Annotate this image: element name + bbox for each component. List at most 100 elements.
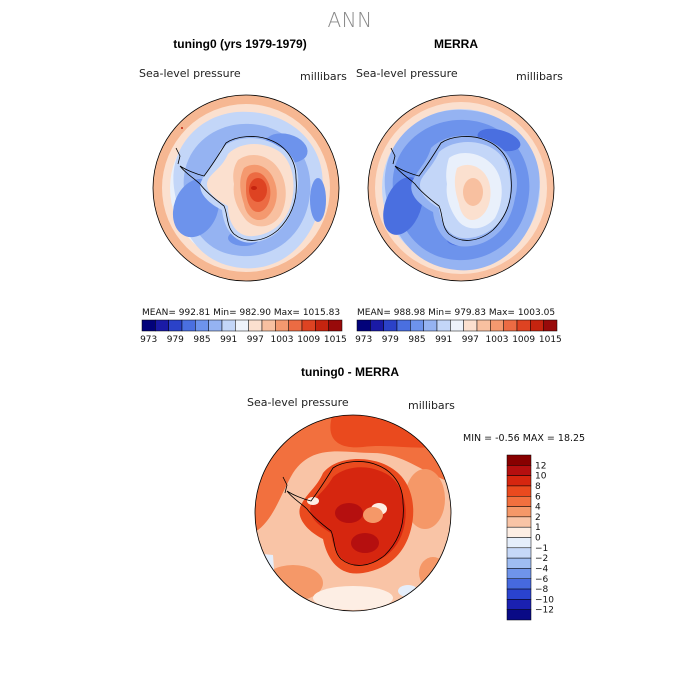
panel-2-colorbar-tick-label: 1003	[486, 335, 509, 345]
diff-colorbar-swatch	[506, 454, 532, 466]
panel-1-colorbar-swatch	[328, 319, 343, 332]
panel-2-variable: Sea-level pressure	[356, 67, 458, 80]
panel-1-colorbar-tick-label: 991	[220, 335, 237, 345]
panel-1-colorbar-swatch	[301, 319, 316, 332]
panel-2-colorbar-swatch	[490, 319, 504, 332]
diff-colorbar-swatch	[506, 578, 532, 590]
panel-1-colorbar-swatch	[208, 319, 223, 332]
diff-colorbar-tick-label: −4	[535, 564, 549, 574]
panel-2-boundary	[367, 94, 555, 282]
diff-map	[254, 414, 452, 612]
panel-1-colorbar-swatch	[315, 319, 329, 332]
diff-colorbar-swatch	[506, 485, 532, 497]
panel-1-colorbar-swatch	[235, 319, 249, 332]
panel-1-title: tuning0 (yrs 1979-1979)	[173, 37, 307, 51]
panel-1-colorbar-tick-label: 1003	[271, 335, 294, 345]
panel-1-colorbar-tick-label: 1009	[297, 335, 320, 345]
diff-colorbar-tick-label: 4	[535, 503, 541, 513]
panel-1-colorbar-swatch	[288, 319, 303, 332]
diff-colorbar-tick-label: 0	[535, 534, 541, 544]
panel-2-colorbar-tick-label: 1009	[512, 335, 535, 345]
diff-colorbar-tick-label: −6	[535, 575, 549, 585]
panel-2-colorbar-swatch	[396, 319, 411, 332]
panel-1-variable: Sea-level pressure	[139, 67, 241, 80]
panel-2-colorbar-tick-label: 1015	[539, 335, 562, 345]
diff-colorbar-swatch	[506, 537, 532, 549]
diff-variable: Sea-level pressure	[247, 396, 349, 409]
diff-colorbar-swatch	[506, 496, 532, 507]
panel-1-colorbar-swatch	[221, 319, 236, 332]
panel-2-colorbar-swatch	[410, 319, 424, 332]
diff-colorbar-tick-label: −12	[535, 606, 554, 616]
panel-2-coastline	[394, 136, 512, 241]
panel-1-colorbar-swatch	[181, 319, 196, 332]
diff-colorbar-tick-label: 2	[535, 513, 541, 523]
panel-1-colorbar-tick-label: 973	[140, 335, 157, 345]
panel-2-units: millibars	[516, 70, 563, 83]
panel-1-units: millibars	[300, 70, 347, 83]
diff-title: tuning0 - MERRA	[301, 365, 399, 379]
panel-1-colorbar-swatch	[168, 319, 183, 332]
panel-1-colorbar-swatch	[141, 319, 156, 332]
panel-2-colorbar-swatch	[436, 319, 451, 332]
diff-colorbar-swatch	[506, 609, 532, 621]
diff-coastline	[286, 461, 404, 566]
diff-colorbar-swatch	[506, 557, 532, 569]
panel-2-colorbar-tick-label: 985	[408, 335, 425, 345]
diff-minmax: MIN = -0.56 MAX = 18.25	[463, 433, 586, 444]
panel-1-map	[152, 94, 340, 282]
diff-colorbar-swatch	[506, 475, 532, 487]
panel-2-colorbar-swatch	[516, 319, 531, 332]
panel-2-colorbar-swatch	[503, 319, 518, 332]
panel-1-coastline	[179, 136, 297, 241]
panel-2-colorbar-tick-label: 979	[382, 335, 399, 345]
diff-colorbar-tick-label: −1	[535, 544, 548, 554]
diff-colorbar-swatch	[506, 526, 532, 538]
panel-2-colorbar-tick-label: 991	[435, 335, 452, 345]
panel-2-colorbar-swatch	[476, 319, 491, 332]
panel-2-colorbar-swatch	[450, 319, 464, 332]
diff-colorbar-swatch	[506, 547, 532, 559]
panel-1-colorbar-swatch	[261, 319, 276, 332]
diff-colorbar-swatch	[506, 506, 532, 518]
panel-1-colorbar-tick-label: 997	[247, 335, 264, 345]
panel-2-colorbar-tick-label: 973	[355, 335, 372, 345]
diff-colorbar-tick-label: −2	[535, 554, 548, 564]
diff-units: millibars	[408, 399, 455, 412]
panel-1-colorbar-tick-label: 1015	[324, 335, 347, 345]
panel-2-colorbar-swatch	[423, 319, 438, 332]
panel-2-colorbar-swatch	[370, 319, 384, 332]
diff-colorbar-tick-label: 12	[535, 461, 546, 471]
panel-1-colorbar-tick-label: 985	[193, 335, 210, 345]
panel-1-colorbar-swatch	[248, 319, 263, 332]
panel-2-colorbar-swatch	[543, 319, 558, 332]
panel-2-title: MERRA	[434, 37, 478, 51]
panel-2-stats: MEAN= 988.98 Min= 979.83 Max= 1003.05	[357, 308, 556, 318]
diff-colorbar-tick-label: 6	[535, 492, 541, 502]
diff-colorbar-swatch	[506, 516, 532, 528]
diff-colorbar-tick-label: −8	[535, 585, 549, 595]
diff-colorbar-tick-label: 1	[535, 523, 541, 533]
panel-2-map	[367, 94, 555, 282]
panel-2-colorbar: 973 979 985 991 997 1003 1009 1015	[355, 319, 562, 345]
panel-2-colorbar-swatch	[356, 319, 371, 332]
panel-1-colorbar-swatch	[195, 319, 209, 332]
panel-2-colorbar-tick-label: 997	[462, 335, 479, 345]
main-title: ANN	[327, 8, 373, 32]
diff-boundary	[254, 414, 452, 612]
panel-1-boundary	[152, 94, 340, 282]
panel-2-colorbar-swatch	[530, 319, 544, 332]
panel-2-colorbar-swatch	[383, 319, 398, 332]
panel-1-colorbar-swatch	[155, 319, 169, 332]
panel-1-colorbar: 973 979 985 991 997 1003 1009 1015	[140, 319, 347, 345]
diff-colorbar-swatch	[506, 599, 532, 610]
diff-colorbar-tick-label: −10	[535, 595, 554, 605]
diff-colorbar-swatch	[506, 465, 532, 476]
diff-colorbar-swatch	[506, 588, 532, 600]
panel-1-colorbar-tick-label: 979	[167, 335, 184, 345]
panel-2-colorbar-swatch	[463, 319, 478, 332]
panel-1-colorbar-swatch	[275, 319, 289, 332]
diff-colorbar-tick-label: 10	[535, 472, 547, 482]
diff-colorbar-swatch	[506, 568, 532, 579]
